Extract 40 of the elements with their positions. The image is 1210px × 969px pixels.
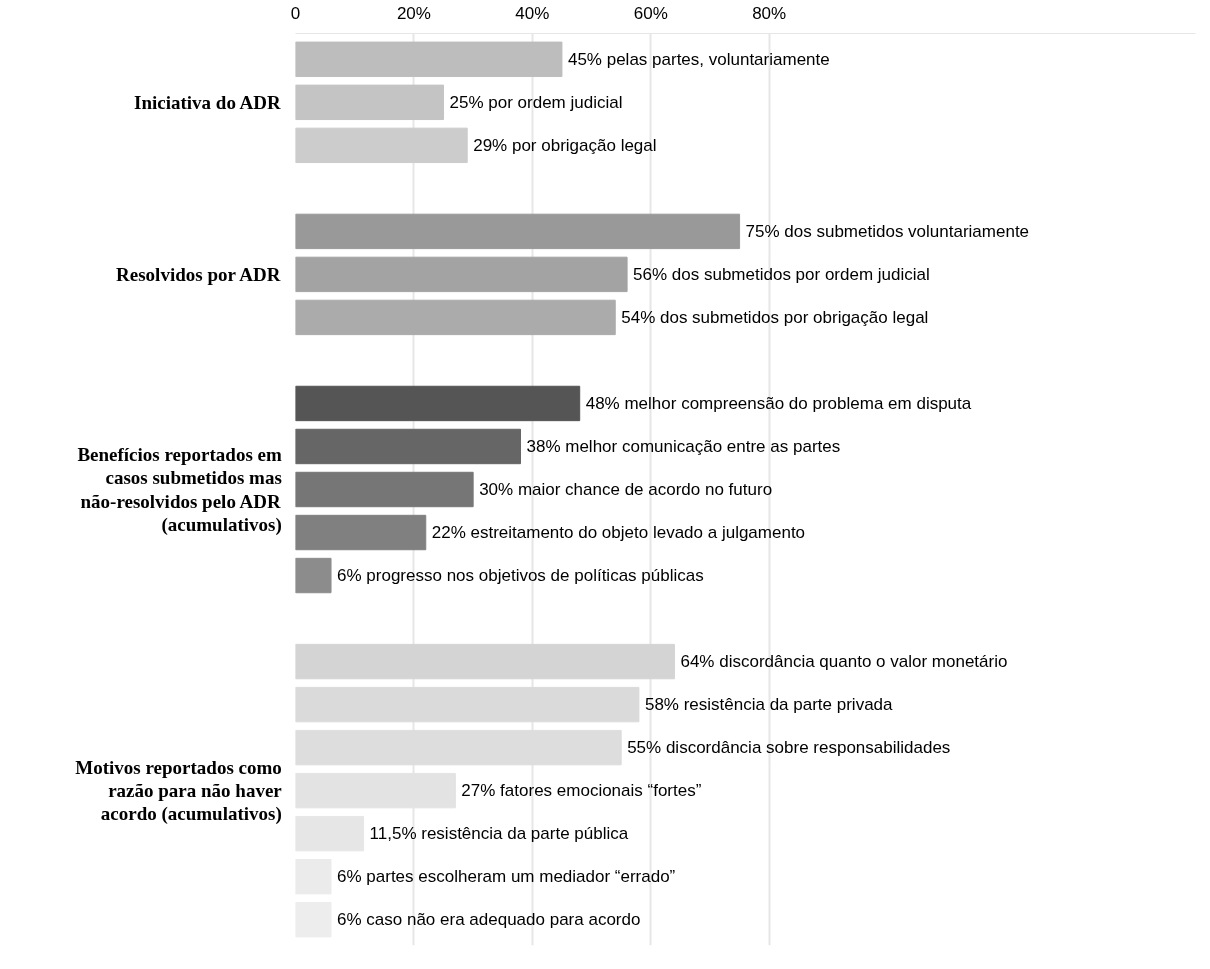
data-label: 11,5% resistência da parte pública [369, 824, 629, 844]
data-label: 25% por ordem judicial [449, 92, 623, 112]
data-label: 30% maior chance de acordo no futuro [479, 480, 773, 499]
bar [295, 299, 616, 336]
bar [295, 471, 474, 508]
bar [295, 127, 468, 164]
bar [295, 213, 741, 250]
data-label: 29% por obrigação legal [473, 135, 657, 155]
data-label: 6% partes escolheram um mediador “errado” [337, 867, 676, 887]
bar [295, 428, 521, 465]
data-label: 48% melhor compreensão do problema em disputa [585, 393, 972, 413]
data-label: 54% dos submetidos por obrigação legal [621, 307, 929, 327]
bar [295, 557, 332, 594]
data-label: 75% dos submetidos voluntariamente [745, 221, 1030, 241]
bar [295, 643, 675, 680]
bar [295, 41, 563, 78]
x-tick-label: 20% [396, 3, 431, 23]
bar [295, 256, 628, 293]
bar [295, 815, 365, 852]
x-tick-label: 40% [515, 3, 550, 23]
data-label: 56% dos submetidos por ordem judicial [633, 264, 930, 284]
data-label: 22% estreitamento do objeto levado a julgamento [431, 523, 806, 543]
data-label: 6% progresso nos objetivos de políticas públicas [337, 566, 704, 586]
bar [295, 84, 445, 121]
data-label: 64% discordância quanto o valor monetário [680, 652, 1008, 672]
series-label: Motivos reportados como razão para não haver acordo (acumulativos) [75, 757, 283, 826]
series-label: Benefícios reportados em casos submetidos mas não-resolvidos pelo ADR (acumulativos) [77, 444, 282, 536]
data-label: 38% melhor comunicação entre as partes [526, 436, 841, 456]
data-label: 27% fatores emocionais “fortes” [461, 781, 702, 801]
data-label: 45% pelas partes, voluntariamente [567, 49, 830, 69]
x-tick-label: 60% [633, 3, 668, 23]
x-tick-label: 80% [752, 3, 787, 23]
bar [295, 514, 427, 551]
data-label: 58% resistência da parte privada [644, 695, 894, 715]
x-tick-label: 0 [290, 3, 301, 23]
series-label: Resolvidos por ADR [116, 263, 281, 285]
series-label: Iniciativa do ADR [134, 91, 282, 113]
bar [295, 385, 581, 422]
data-label: 55% discordância sobre responsabilidades [627, 738, 951, 758]
data-label: 6% caso não era adequado para acordo [337, 910, 641, 930]
